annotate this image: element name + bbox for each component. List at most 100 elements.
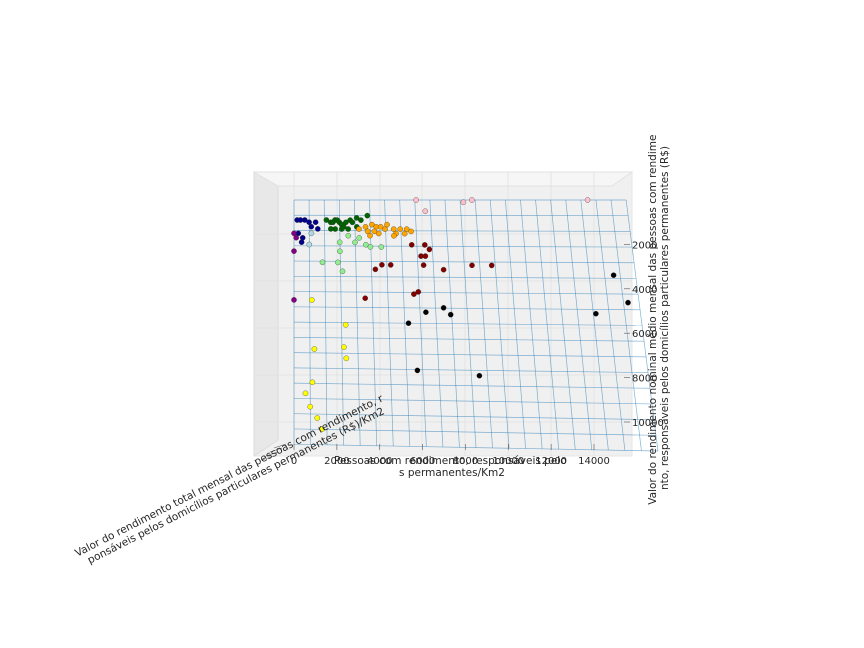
x-tick-label-1: 2000 [324, 456, 349, 467]
data-point-s3-9 [339, 268, 346, 275]
data-point-s0-8 [308, 223, 315, 230]
data-point-s4-6 [387, 262, 394, 268]
data-point-s6-7 [307, 403, 313, 410]
top-pane [252, 171, 634, 187]
data-point-s2-15 [367, 232, 373, 239]
data-point-s2-8 [384, 221, 390, 228]
data-point-s7-3 [291, 297, 297, 303]
data-point-s2-9 [390, 226, 397, 232]
data-point-s4-2 [426, 246, 433, 253]
data-point-s5-4 [423, 309, 429, 315]
data-point-s1-9 [349, 219, 356, 226]
data-point-s2-4 [364, 228, 371, 235]
data-point-s2-5 [371, 228, 378, 235]
y-axis-label-line-1: Valor do rendimento nominal médio mensal… [647, 135, 659, 505]
y-tick-label-2: 6000 [632, 329, 657, 340]
x-axis-label-line-2: s permanentes/Km2 [399, 467, 505, 479]
y-tick-label-0: 2000 [632, 240, 657, 251]
data-point-s4-10 [469, 262, 475, 269]
data-point-s7-0 [291, 230, 297, 237]
data-point-s1-7 [343, 219, 349, 226]
data-point-s6-9 [319, 426, 325, 432]
x-tick-label-3: 6000 [410, 456, 435, 467]
data-point-s1-0 [323, 217, 330, 223]
data-point-s9-0 [308, 230, 315, 237]
data-point-s3-2 [356, 235, 362, 241]
data-point-s2-0 [356, 226, 362, 232]
data-point-s2-12 [403, 226, 410, 232]
z-axis-ticks [261, 443, 287, 461]
data-point-s0-3 [306, 219, 312, 225]
data-point-s8-4 [584, 197, 591, 203]
x-tick-label-2: 4000 [367, 456, 392, 467]
x-tick-label-5: 10000 [492, 456, 524, 467]
x-axis-label: Pessoas com rendimento, responsáveis pel… [334, 455, 570, 479]
axes-panes [252, 171, 634, 457]
x-tick-label-0: 0 [291, 456, 297, 467]
data-point-s3-10 [378, 244, 385, 250]
data-point-s3-8 [319, 259, 326, 266]
data-point-s9-1 [306, 241, 313, 248]
data-point-s4-11 [488, 262, 495, 269]
y-tick-label-4: 10000 [632, 418, 664, 429]
data-point-s7-1 [293, 234, 299, 241]
data-point-s6-0 [309, 297, 315, 303]
z-axis-label: Valor do rendimento total mensal das pes… [73, 391, 394, 570]
data-point-s2-17 [401, 230, 408, 237]
data-point-s1-10 [353, 215, 360, 221]
data-point-s3-7 [335, 259, 341, 266]
data-point-s2-11 [397, 226, 403, 232]
y-tick-label-1: 4000 [632, 285, 657, 296]
data-point-s4-8 [440, 266, 447, 273]
data-point-s1-11 [358, 217, 364, 223]
side-pane [253, 171, 279, 457]
data-point-s4-1 [422, 242, 428, 248]
data-point-s3-6 [337, 248, 343, 255]
y-tick-label-3: 8000 [632, 374, 657, 385]
data-point-s6-3 [311, 346, 318, 352]
data-point-s3-5 [336, 239, 343, 246]
z-axis-label-line-2: ponsáveis pelos domicílios particulares … [86, 405, 387, 566]
data-point-s5-5 [447, 311, 454, 318]
data-point-s2-6 [377, 224, 384, 230]
data-point-s4-5 [379, 262, 385, 268]
data-point-s0-4 [312, 219, 319, 225]
x-axis-label-line-1: Pessoas com rendimento, responsáveis pel… [334, 455, 567, 467]
data-point-s8-3 [469, 197, 475, 203]
data-point-s5-8 [476, 372, 483, 379]
x-tick-label-6: 12000 [535, 456, 567, 467]
pane-grid [254, 172, 632, 456]
data-point-s2-14 [375, 230, 382, 237]
scatter-points [291, 197, 631, 432]
data-point-s3-0 [345, 232, 352, 239]
data-point-s6-1 [342, 322, 349, 328]
data-point-s8-2 [460, 199, 467, 206]
data-point-s6-8 [314, 415, 321, 421]
data-point-s6-6 [302, 390, 309, 397]
data-point-s2-13 [408, 228, 414, 235]
data-point-s5-1 [625, 299, 631, 306]
y-axis-ticks: 2000 4000 6000 8000 10000 [624, 240, 664, 429]
data-point-s3-1 [352, 239, 358, 246]
data-point-s0-7 [298, 239, 305, 245]
x-tick-label-7: 14000 [578, 456, 610, 467]
data-point-s0-9 [315, 226, 321, 232]
data-point-s5-6 [405, 320, 412, 326]
data-point-s5-0 [610, 272, 617, 278]
data-point-s5-2 [593, 310, 599, 317]
x-axis-ticks: 0 2000 4000 6000 8000 10000 12000 14000 [291, 444, 610, 467]
fitted-surface [293, 199, 659, 452]
data-point-s8-0 [413, 197, 419, 203]
data-point-s0-2 [302, 217, 308, 223]
data-point-s1-18 [338, 226, 345, 232]
data-point-s3-4 [367, 244, 374, 250]
data-point-s3-3 [363, 241, 369, 248]
data-point-s1-17 [345, 226, 351, 232]
data-point-s4-7 [420, 262, 427, 268]
y-axis-label: Valor do rendimento nominal médio mensal… [647, 131, 671, 505]
data-point-s2-7 [382, 226, 388, 232]
data-point-s6-4 [343, 355, 350, 362]
y-axis-label-line-2: nto, responsáveis pelos domicílios parti… [659, 146, 671, 490]
data-point-s6-2 [341, 344, 347, 350]
data-point-s2-1 [362, 224, 369, 230]
